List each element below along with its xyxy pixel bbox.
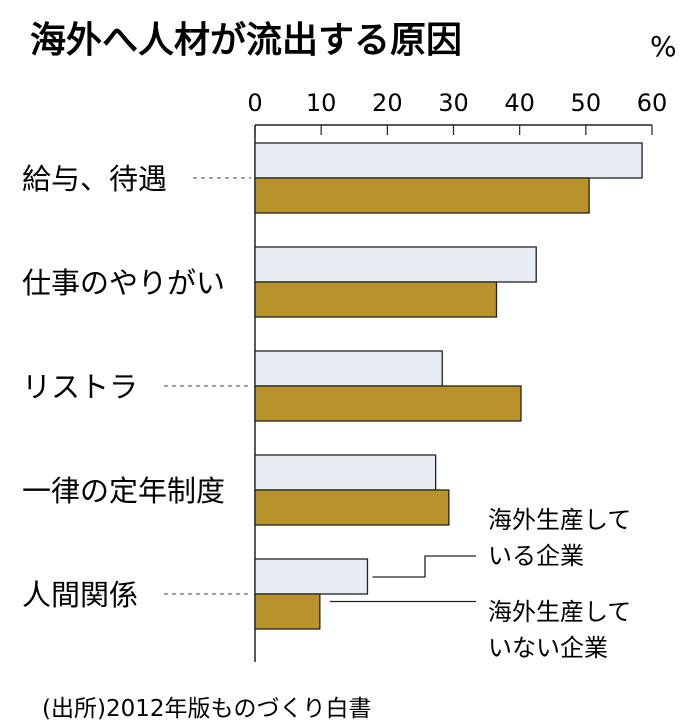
x-axis: 0 10 20 30 40 50 60 bbox=[247, 89, 667, 662]
bar-production-abroad bbox=[254, 454, 437, 491]
x-tick-label: 60 bbox=[637, 89, 668, 117]
category-label: 人間関係 bbox=[22, 578, 138, 612]
category-label: リストラ bbox=[22, 370, 138, 404]
legend-label-production-abroad: 海外生産して bbox=[488, 506, 631, 534]
bar-no-production-abroad bbox=[254, 177, 590, 214]
unit-label: % bbox=[650, 30, 677, 63]
bar-no-production-abroad bbox=[254, 385, 522, 422]
source-note: (出所)2012年版ものづくり白書 bbox=[42, 696, 371, 722]
category-label: 仕事のやりがい bbox=[22, 266, 225, 300]
bar-production-abroad bbox=[254, 558, 369, 595]
bar-production-abroad bbox=[254, 350, 443, 387]
x-tick-label: 50 bbox=[571, 89, 602, 117]
x-tick-label: 0 bbox=[247, 89, 262, 117]
bar-production-abroad bbox=[254, 142, 643, 179]
legend-leader-line bbox=[372, 555, 476, 578]
bar-no-production-abroad bbox=[254, 489, 450, 526]
x-tick-label: 30 bbox=[438, 89, 469, 117]
chart-title: 海外へ人材が流出する原因 bbox=[30, 20, 462, 61]
bar-production-abroad bbox=[254, 246, 537, 283]
legend-label-no-production-abroad: いない企業 bbox=[488, 634, 608, 662]
legend-label-no-production-abroad: 海外生産して bbox=[488, 598, 631, 626]
x-tick-label: 10 bbox=[306, 89, 337, 117]
x-tick-label: 20 bbox=[372, 89, 403, 117]
category-label: 一律の定年制度 bbox=[22, 474, 225, 508]
x-tick-label: 40 bbox=[504, 89, 535, 117]
legend-label-production-abroad: いる企業 bbox=[488, 542, 584, 570]
bars bbox=[254, 142, 643, 630]
bar-no-production-abroad bbox=[254, 281, 498, 318]
category-label: 給与、待遇 bbox=[22, 162, 167, 196]
bar-no-production-abroad bbox=[254, 593, 321, 630]
